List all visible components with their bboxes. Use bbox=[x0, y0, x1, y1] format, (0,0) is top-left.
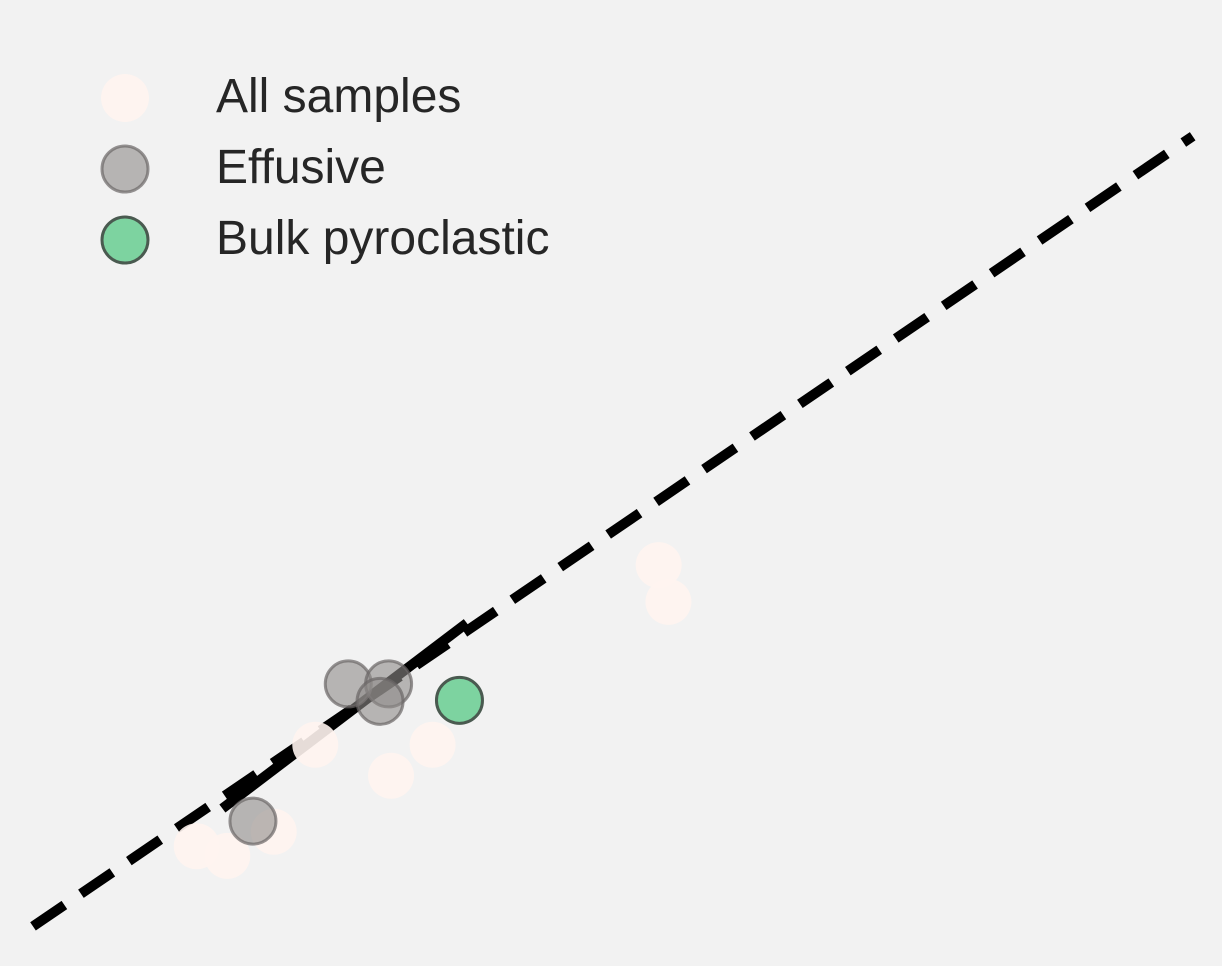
point-all-samples-6 bbox=[409, 721, 456, 768]
fit-lines bbox=[30, 132, 1196, 931]
legend: All samples Effusive Bulk pyroclastic bbox=[100, 70, 549, 265]
dashed-reference-line bbox=[30, 132, 1196, 931]
data-points bbox=[173, 542, 692, 879]
legend-marker-bulk-pyroclastic bbox=[100, 215, 150, 265]
point-all-samples-5 bbox=[368, 752, 415, 799]
legend-item-effusive: Effusive bbox=[100, 141, 386, 194]
legend-marker-effusive bbox=[100, 144, 150, 194]
legend-label-all-samples: All samples bbox=[216, 70, 461, 123]
solid-fit-line bbox=[219, 619, 470, 813]
legend-label-bulk-pyroclastic: Bulk pyroclastic bbox=[216, 212, 549, 265]
point-all-samples-2 bbox=[204, 832, 251, 879]
point-all-samples-4 bbox=[292, 721, 339, 768]
legend-item-bulk-pyroclastic: Bulk pyroclastic bbox=[100, 212, 549, 265]
legend-marker-all-samples bbox=[101, 74, 149, 122]
point-all-samples-7 bbox=[635, 542, 682, 589]
point-effusive-1 bbox=[228, 796, 278, 846]
legend-item-all-samples: All samples bbox=[101, 70, 461, 123]
point-all-samples-8 bbox=[645, 578, 692, 625]
point-bulk-pyroclastic-1 bbox=[434, 675, 484, 725]
point-effusive-4 bbox=[355, 676, 405, 726]
legend-label-effusive: Effusive bbox=[216, 141, 386, 194]
